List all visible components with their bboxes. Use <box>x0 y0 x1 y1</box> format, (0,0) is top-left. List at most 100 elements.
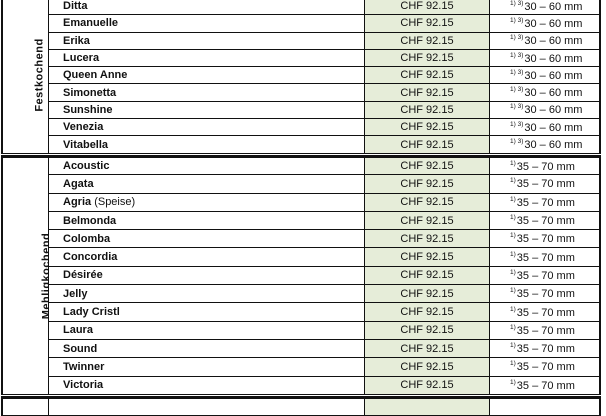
table-row: Vitabella CHF 92.15 1) 3)30 – 60 mm <box>2 135 601 154</box>
size-cell: 1) 3)30 – 60 mm <box>489 0 601 16</box>
variety-name: Agata <box>48 174 365 194</box>
size-text: 30 – 60 mm <box>524 0 583 13</box>
footnote-ref: 1) <box>510 177 516 185</box>
size-text: 35 – 70 mm <box>516 160 575 173</box>
variety-name-text: Sound <box>63 342 98 355</box>
table-row: Sound CHF 92.15 1)35 – 70 mm <box>2 338 601 359</box>
footnote-ref: 1) <box>510 305 516 313</box>
group-label: Mehligkochend <box>40 232 49 320</box>
footnote-ref: 1) <box>510 195 516 203</box>
footnote-ref: 1) <box>510 159 516 167</box>
size-cell: 1) 3)30 – 60 mm <box>489 83 601 102</box>
footnote-ref: 1) 3) <box>510 16 524 24</box>
footnote-ref: 1) <box>510 287 516 295</box>
size-text: 30 – 60 mm <box>524 17 583 30</box>
size-text: 35 – 70 mm <box>516 251 575 264</box>
price-cell: CHF 92.15 <box>364 135 490 154</box>
size-cell: 1)35 – 70 mm <box>489 210 601 231</box>
variety-name: Agria (Speise) <box>48 192 365 212</box>
price-cell: CHF 92.15 <box>364 375 490 395</box>
footnote-ref: 1) 3) <box>510 34 524 42</box>
variety-name: Twinner <box>48 357 365 377</box>
variety-name-text: Lady Cristl <box>63 306 120 319</box>
price-cell: CHF 92.15 <box>364 338 490 359</box>
table-row: Twinner CHF 92.15 1)35 – 70 mm <box>2 357 601 377</box>
size-text: 35 – 70 mm <box>516 196 575 209</box>
price-cell: CHF 92.15 <box>364 31 490 50</box>
mehligkochend-table: Mehligkochend Acoustic CHF 92.15 1)35 – 70 … <box>1 155 601 395</box>
footnote-ref: 1) <box>510 323 516 331</box>
size-text: 35 – 70 mm <box>516 379 575 392</box>
size-cell: 1)35 – 70 mm <box>489 338 601 359</box>
price-cell: CHF 92.15 <box>364 48 490 68</box>
size-text: 30 – 60 mm <box>524 69 583 82</box>
price-cell: CHF 92.15 <box>364 174 490 194</box>
variety-name: Vitabella <box>48 135 365 154</box>
size-cell: 1) 3)30 – 60 mm <box>489 118 601 137</box>
variety-name-text: Venezia <box>63 121 104 134</box>
variety-name: Désirée <box>48 265 365 286</box>
variety-name-text: Agata <box>63 177 94 190</box>
size-text: 30 – 60 mm <box>524 139 583 152</box>
footnote-ref: 1) 3) <box>510 51 524 59</box>
footnote-ref: 1) <box>510 342 516 350</box>
variety-name-text: Emanuelle <box>63 17 119 30</box>
size-text: 35 – 70 mm <box>516 178 575 191</box>
table-row: Laura CHF 92.15 1)35 – 70 mm <box>2 320 601 340</box>
variety-name: Simonetta <box>48 83 365 102</box>
variety-name-text: Belmonda <box>63 214 117 227</box>
variety-name: Victoria <box>48 375 365 395</box>
price-cell: CHF 92.15 <box>364 210 490 231</box>
size-cell: 1)35 – 70 mm <box>489 375 601 395</box>
size-cell: 1)35 – 70 mm <box>489 192 601 212</box>
price-cell: CHF 92.15 <box>364 302 490 322</box>
variety-name-text: Laura <box>63 324 93 337</box>
footnote-ref: 1) <box>510 378 516 386</box>
table-row: Sunshine CHF 92.15 1) 3)30 – 60 mm <box>2 100 601 120</box>
table-row: Lucera CHF 92.15 1) 3)30 – 60 mm <box>2 48 601 68</box>
size-text: 35 – 70 mm <box>516 343 575 356</box>
price-cell: CHF 92.15 <box>364 83 490 102</box>
table-row: Concordia CHF 92.15 1)35 – 70 mm <box>2 247 601 267</box>
size-text: 30 – 60 mm <box>524 87 583 100</box>
footnote-ref: 1) 3) <box>510 86 524 94</box>
variety-name-text: Vitabella <box>63 138 109 151</box>
price-cell: CHF 92.15 <box>364 118 490 137</box>
size-text: 35 – 70 mm <box>516 306 575 319</box>
table-row: Venezia CHF 92.15 1) 3)30 – 60 mm <box>2 118 601 137</box>
footnote-ref: 1) 3) <box>510 0 524 7</box>
price-cell: CHF 92.15 <box>364 0 490 16</box>
size-text: 35 – 70 mm <box>516 288 575 301</box>
group-label: Festkochend <box>33 38 46 113</box>
table-row: Victoria CHF 92.15 1)35 – 70 mm <box>2 375 601 395</box>
variety-name-text: Agria <box>63 196 92 209</box>
variety-name-text: Simonetta <box>63 86 117 99</box>
variety-name-text: Acoustic <box>63 160 110 173</box>
table-row: Queen Anne CHF 92.15 1) 3)30 – 60 mm <box>2 66 601 85</box>
price-cell: CHF 92.15 <box>364 192 490 212</box>
variety-name: Belmonda <box>48 210 365 231</box>
size-cell: 1)35 – 70 mm <box>489 302 601 322</box>
size-text: 35 – 70 mm <box>516 233 575 246</box>
size-text: 35 – 70 mm <box>516 361 575 374</box>
variety-name-text: Erika <box>63 34 90 47</box>
table-row: Agata CHF 92.15 1)35 – 70 mm <box>2 174 601 194</box>
size-text: 30 – 60 mm <box>524 52 583 65</box>
table-row <box>1 397 601 416</box>
variety-name-text: Sunshine <box>63 103 113 116</box>
table-row: Simonetta CHF 92.15 1) 3)30 – 60 mm <box>2 83 601 102</box>
variety-name-text: Désirée <box>63 269 103 282</box>
size-cell: 1) 3)30 – 60 mm <box>489 14 601 33</box>
size-cell: 1)35 – 70 mm <box>489 357 601 377</box>
variety-name: Lady Cristl <box>48 302 365 322</box>
variety-name: Sound <box>48 338 365 359</box>
table-row: Colomba CHF 92.15 1)35 – 70 mm <box>2 229 601 249</box>
variety-name: Jelly <box>48 284 365 304</box>
festkochend-table: Festkochend Ditta CHF 92.15 1) 3)30 – 60 mm… <box>1 0 601 154</box>
price-cell: CHF 92.15 <box>364 284 490 304</box>
table-row: Festkochend Ditta CHF 92.15 1) 3)30 – 60 mm <box>1 0 601 154</box>
table-row: Emanuelle CHF 92.15 1) 3)30 – 60 mm <box>2 14 601 33</box>
size-cell: 1) 3)30 – 60 mm <box>489 100 601 120</box>
variety-name: Lucera <box>48 48 365 68</box>
size-text: 35 – 70 mm <box>516 215 575 228</box>
